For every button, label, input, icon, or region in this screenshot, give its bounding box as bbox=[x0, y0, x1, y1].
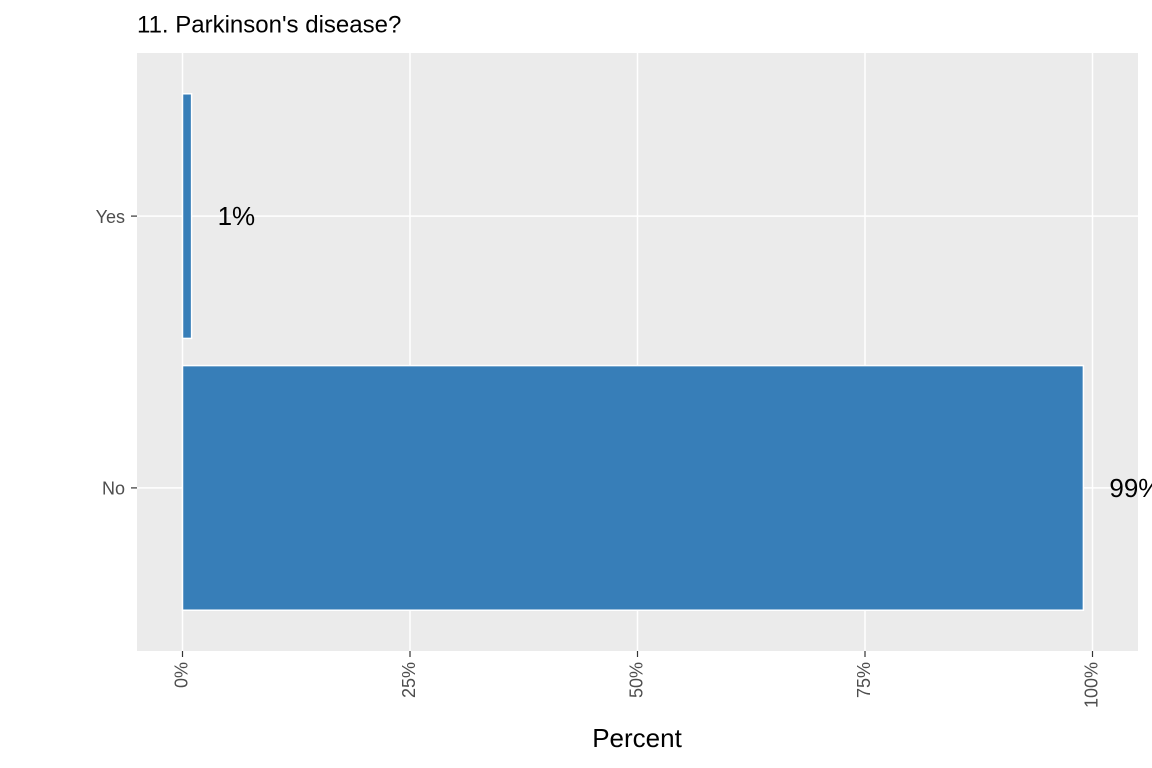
data-label: 1% bbox=[218, 201, 256, 231]
x-tick-label: 25% bbox=[399, 662, 419, 698]
x-tick-label: 50% bbox=[626, 662, 646, 698]
x-tick-label: 75% bbox=[854, 662, 874, 698]
x-tick-label: 0% bbox=[171, 662, 191, 688]
bar bbox=[181, 364, 1085, 611]
y-tick-label: No bbox=[102, 479, 125, 499]
x-tick-label: 100% bbox=[1081, 662, 1101, 708]
bar bbox=[181, 93, 193, 340]
data-label: 99% bbox=[1109, 473, 1152, 503]
y-tick-label: Yes bbox=[96, 207, 125, 227]
chart-title: 11. Parkinson's disease? bbox=[137, 11, 401, 38]
x-axis-title: Percent bbox=[592, 723, 682, 753]
